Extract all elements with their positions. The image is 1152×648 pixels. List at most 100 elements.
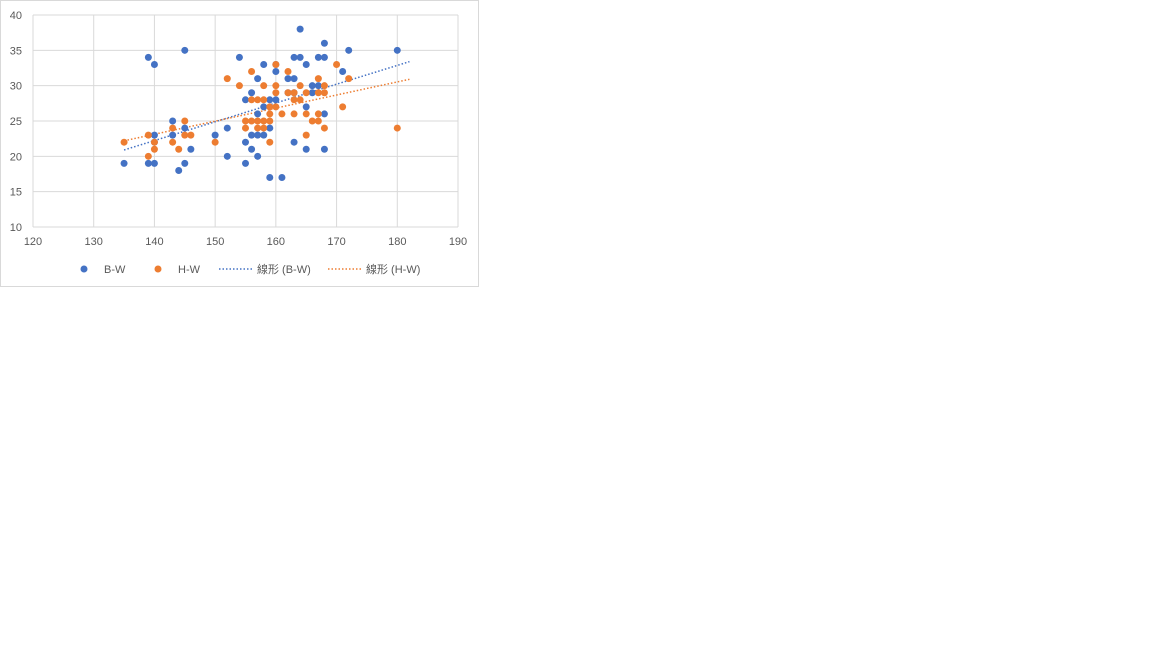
point-B-W bbox=[260, 60, 268, 68]
x-tick-label: 190 bbox=[449, 236, 467, 248]
point-H-W bbox=[260, 117, 268, 125]
point-H-W bbox=[272, 103, 280, 111]
x-tick-label: 160 bbox=[267, 236, 285, 248]
point-B-W bbox=[260, 131, 268, 139]
point-H-W bbox=[266, 103, 274, 111]
point-H-W bbox=[302, 131, 310, 139]
point-H-W bbox=[308, 117, 316, 125]
point-H-W bbox=[320, 89, 328, 97]
y-tick-label: 10 bbox=[10, 222, 22, 234]
point-H-W bbox=[181, 131, 189, 139]
point-H-W bbox=[242, 124, 249, 132]
point-H-W bbox=[284, 89, 292, 97]
point-H-W bbox=[296, 96, 304, 104]
point-B-W bbox=[302, 103, 310, 111]
point-H-W bbox=[150, 138, 158, 146]
point-H-W bbox=[242, 117, 249, 125]
y-tick-label: 30 bbox=[10, 81, 22, 93]
point-B-W bbox=[181, 46, 189, 54]
point-H-W bbox=[254, 96, 262, 104]
point-B-W bbox=[320, 39, 328, 47]
y-tick-label: 20 bbox=[10, 151, 22, 163]
grid bbox=[32, 14, 459, 228]
point-B-W bbox=[150, 131, 158, 139]
y-tick-label: 25 bbox=[10, 116, 22, 128]
point-B-W bbox=[223, 152, 231, 160]
point-B-W bbox=[308, 89, 316, 97]
legend-marker bbox=[80, 265, 88, 273]
point-B-W bbox=[169, 117, 177, 125]
point-B-W bbox=[235, 53, 243, 61]
point-B-W bbox=[266, 124, 274, 132]
point-B-W bbox=[181, 124, 189, 132]
trendline-H-W bbox=[123, 78, 410, 142]
chart-frame: 120 130 140 150 160 170 180 190 10 15 20 25 30 35 40 B… bbox=[0, 0, 479, 287]
point-H-W bbox=[120, 138, 128, 146]
point-H-W bbox=[223, 75, 231, 83]
point-B-W bbox=[314, 53, 322, 61]
point-B-W bbox=[248, 145, 256, 153]
point-B-W bbox=[284, 75, 292, 83]
point-B-W bbox=[181, 159, 189, 167]
point-H-W bbox=[278, 110, 286, 118]
point-H-W bbox=[314, 75, 322, 83]
point-B-W bbox=[302, 60, 310, 68]
point-B-W bbox=[260, 103, 268, 111]
point-B-W bbox=[248, 89, 256, 97]
point-B-W bbox=[320, 110, 328, 118]
point-H-W bbox=[175, 145, 183, 153]
point-B-W bbox=[169, 131, 177, 139]
point-H-W bbox=[339, 103, 347, 111]
point-B-W bbox=[175, 166, 183, 174]
point-H-W bbox=[272, 60, 280, 68]
point-H-W bbox=[314, 117, 322, 125]
x-tick-label: 170 bbox=[327, 236, 345, 248]
point-B-W bbox=[278, 174, 286, 182]
point-B-W bbox=[345, 46, 353, 54]
point-B-W bbox=[242, 96, 249, 104]
x-tick-label: 140 bbox=[145, 236, 163, 248]
point-H-W bbox=[260, 124, 268, 132]
point-B-W bbox=[144, 53, 152, 61]
point-B-W bbox=[248, 131, 256, 139]
point-H-W bbox=[272, 82, 280, 90]
scatter-chart: 120 130 140 150 160 170 180 190 10 15 20 25 30 35 40 B… bbox=[10, 10, 467, 276]
point-B-W bbox=[223, 124, 231, 132]
point-H-W bbox=[187, 131, 195, 139]
point-H-W bbox=[266, 117, 274, 125]
point-B-W bbox=[320, 145, 328, 153]
point-H-W bbox=[248, 96, 256, 104]
point-B-W bbox=[308, 82, 316, 90]
point-B-W bbox=[150, 159, 158, 167]
point-H-W bbox=[248, 68, 256, 76]
point-H-W bbox=[254, 117, 262, 125]
point-H-W bbox=[169, 124, 177, 132]
x-tick-label: 130 bbox=[85, 236, 103, 248]
point-B-W bbox=[187, 145, 195, 153]
y-tick-label: 40 bbox=[10, 10, 22, 22]
point-H-W bbox=[314, 110, 322, 118]
point-H-W bbox=[169, 138, 177, 146]
point-B-W bbox=[242, 138, 249, 146]
point-B-W bbox=[120, 159, 128, 167]
point-B-W bbox=[144, 159, 152, 167]
point-H-W bbox=[345, 75, 353, 83]
point-H-W bbox=[144, 152, 152, 160]
point-B-W bbox=[314, 82, 322, 90]
x-tick-label: 180 bbox=[388, 236, 406, 248]
point-H-W bbox=[150, 145, 158, 153]
legend-label: H-W bbox=[178, 264, 201, 276]
point-H-W bbox=[320, 82, 328, 90]
point-H-W bbox=[260, 96, 268, 104]
point-B-W bbox=[211, 131, 219, 139]
point-B-W bbox=[302, 145, 310, 153]
point-H-W bbox=[393, 124, 401, 132]
y-tick-label: 15 bbox=[10, 187, 22, 199]
point-B-W bbox=[320, 53, 328, 61]
point-H-W bbox=[254, 124, 262, 132]
point-B-W bbox=[266, 174, 274, 182]
point-H-W bbox=[181, 117, 189, 125]
point-B-W bbox=[254, 110, 262, 118]
legend-marker bbox=[154, 265, 162, 273]
point-H-W bbox=[333, 60, 341, 68]
